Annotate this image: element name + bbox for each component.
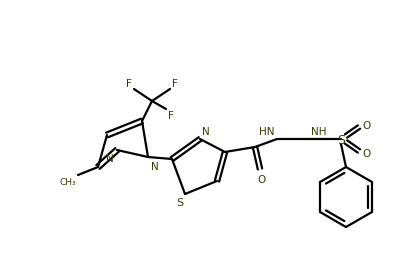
Text: S: S [337,133,345,146]
Text: O: O [362,148,370,158]
Text: F: F [126,79,132,89]
Text: O: O [362,121,370,131]
Text: N: N [106,153,114,163]
Text: F: F [172,79,178,89]
Text: F: F [168,110,174,121]
Text: HN: HN [259,126,275,136]
Text: N: N [151,161,159,171]
Text: O: O [257,174,265,184]
Text: N: N [202,126,210,136]
Text: S: S [176,197,183,207]
Text: NH: NH [311,126,326,136]
Text: CH₃: CH₃ [59,177,76,186]
